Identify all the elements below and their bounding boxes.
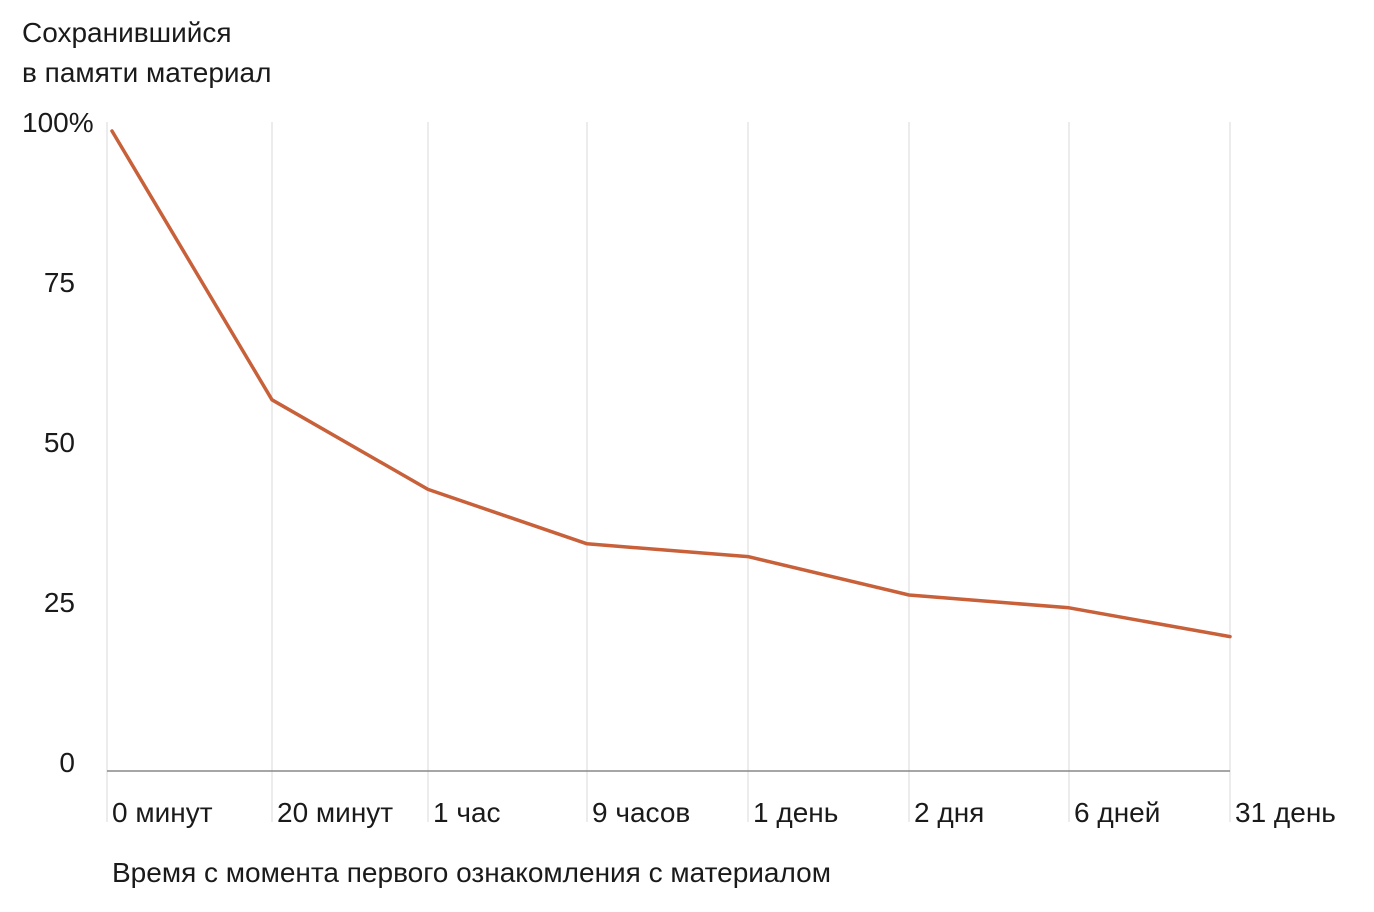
x-tick-label: 9 часов (592, 797, 690, 828)
y-tick-label: 0 (59, 747, 75, 778)
y-tick-label: 75 (44, 267, 75, 298)
x-axis-ticks: 0 минут 20 минут 1 час 9 часов 1 день 2 дня 6 … (112, 797, 1336, 828)
y-tick-label: 25 (44, 587, 75, 618)
x-tick-label: 31 день (1235, 797, 1336, 828)
x-tick-label: 6 дней (1074, 797, 1160, 828)
x-tick-label: 0 минут (112, 797, 213, 828)
x-tick-label: 1 час (433, 797, 501, 828)
y-axis-label-line-2: в памяти материал (22, 57, 271, 88)
x-axis-label: Время с момента первого ознакомления с м… (112, 857, 831, 888)
x-tick-label: 1 день (753, 797, 838, 828)
y-axis-label-line-1: Сохранившийся (22, 17, 232, 48)
series-line-0 (110, 129, 1232, 639)
y-tick-label: 100% (22, 107, 94, 138)
series-group (110, 129, 1232, 639)
y-tick-label: 50 (44, 427, 75, 458)
vertical-gridlines (106, 122, 1231, 822)
x-tick-label: 20 минут (277, 797, 393, 828)
x-tick-label: 2 дня (914, 797, 984, 828)
y-axis-label: Сохранившийся в памяти материал (22, 17, 271, 88)
y-axis-ticks: 100% 75 50 25 0 (22, 107, 94, 778)
